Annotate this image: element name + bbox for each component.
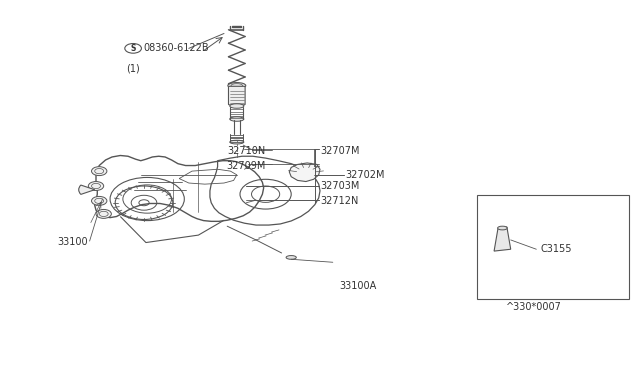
Circle shape [88, 182, 104, 190]
Ellipse shape [230, 104, 244, 108]
Ellipse shape [230, 140, 244, 144]
Text: S: S [131, 44, 136, 53]
Text: 33100: 33100 [58, 237, 88, 247]
FancyBboxPatch shape [228, 86, 245, 105]
Circle shape [96, 209, 111, 218]
Polygon shape [289, 163, 320, 182]
Text: (1): (1) [126, 64, 140, 74]
Text: 32702M: 32702M [346, 170, 385, 180]
Text: ^330*0007: ^330*0007 [506, 302, 561, 312]
Text: 32709M: 32709M [226, 161, 266, 170]
Text: 32703M: 32703M [320, 181, 360, 191]
Circle shape [92, 196, 107, 205]
Text: 32707M: 32707M [320, 146, 360, 155]
Circle shape [92, 167, 107, 176]
Ellipse shape [230, 117, 244, 121]
Text: 32712N: 32712N [320, 196, 358, 206]
Ellipse shape [498, 226, 508, 230]
Wedge shape [79, 185, 95, 194]
Text: C3155: C3155 [541, 244, 572, 254]
Ellipse shape [228, 83, 246, 89]
Text: 33100A: 33100A [339, 282, 376, 291]
Text: 32710N: 32710N [227, 146, 266, 155]
Ellipse shape [286, 256, 296, 259]
Text: 08360-6122B: 08360-6122B [143, 44, 209, 53]
Polygon shape [494, 227, 511, 251]
